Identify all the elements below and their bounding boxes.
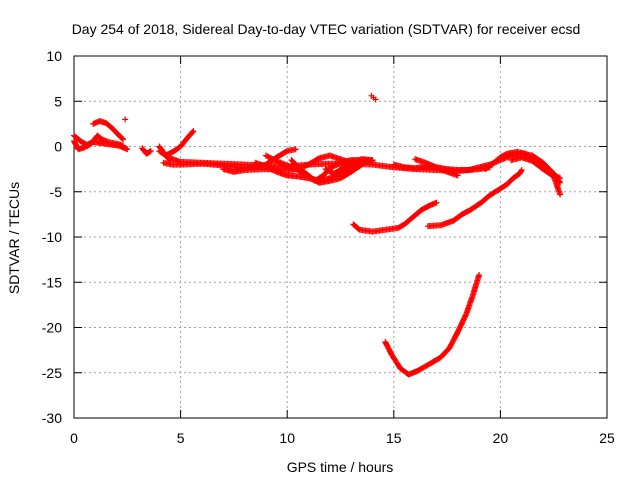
- y-tick-label: -15: [42, 274, 62, 290]
- data-marks: [156, 143, 173, 164]
- data-marks: [139, 145, 154, 157]
- data-marks: [90, 118, 127, 143]
- x-tick-label: 5: [177, 430, 185, 446]
- data-marks: [122, 92, 379, 123]
- x-tick-label: 15: [386, 430, 402, 446]
- y-axis-label: SDTVAR / TECUs: [6, 182, 22, 294]
- y-tick-label: 10: [46, 48, 62, 64]
- y-tick-label: -20: [42, 320, 62, 336]
- series-isolated: [122, 92, 379, 123]
- data-marks: [322, 156, 376, 177]
- series-arc-i: [322, 156, 376, 177]
- data-marks: [508, 154, 564, 198]
- data-marks: [71, 132, 127, 153]
- x-tick-label: 20: [493, 430, 509, 446]
- y-tick-label: -10: [42, 229, 62, 245]
- series-arc-d: [160, 146, 299, 172]
- data-marks: [160, 146, 299, 172]
- y-tick-label: -25: [42, 365, 62, 381]
- data-points: [71, 92, 564, 378]
- x-tick-labels: 0 5 10 15 20 25: [70, 430, 615, 446]
- y-tick-label: -5: [50, 184, 63, 200]
- data-marks: [390, 150, 564, 186]
- y-tick-labels: 10 5 0 -5 -10 -15 -20 -25 -30: [42, 48, 62, 426]
- y-tick-label: 0: [54, 139, 62, 155]
- data-marks: [424, 167, 525, 230]
- grid: [74, 56, 607, 418]
- series-arc-p: [382, 272, 483, 378]
- series-arc-early-2: [71, 132, 127, 153]
- series-arc-k: [390, 150, 564, 186]
- chart-title: Day 254 of 2018, Sidereal Day-to-day VTE…: [72, 21, 581, 37]
- x-tick-label: 0: [70, 430, 78, 446]
- y-tick-label: 5: [54, 93, 62, 109]
- series-arc-c: [156, 143, 173, 164]
- x-tick-label: 10: [279, 430, 295, 446]
- series-arc-early-3: [90, 118, 127, 143]
- series-arc-o: [424, 167, 525, 230]
- data-marks: [382, 272, 483, 378]
- y-tick-label: -30: [42, 410, 62, 426]
- x-tick-label: 25: [599, 430, 615, 446]
- x-axis-label: GPS time / hours: [287, 459, 394, 475]
- series-arc-m: [508, 154, 564, 198]
- series-arc-n: [350, 199, 440, 235]
- series-arc-early-4: [139, 145, 154, 157]
- data-marks: [350, 199, 440, 235]
